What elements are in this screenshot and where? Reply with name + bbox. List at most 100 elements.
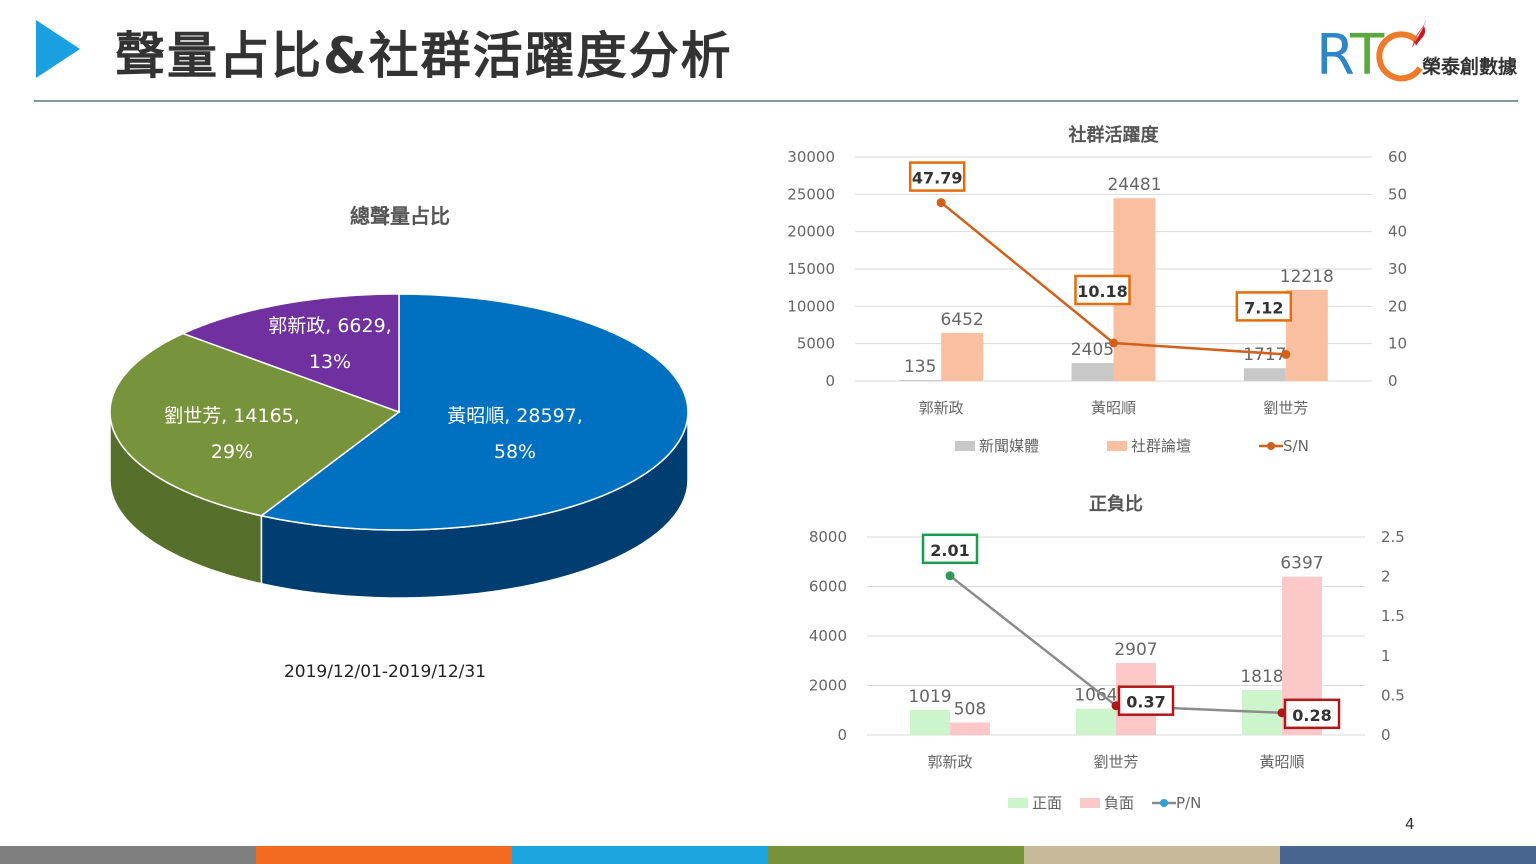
pie-label-name: 黃昭順, 28597, [447,405,583,427]
left-axis-tick: 15000 [787,260,835,278]
footer-segment [1280,846,1536,864]
footer-segment [512,846,768,864]
bar-value-label: 1717 [1243,345,1286,365]
pie-label-liu: 劉世芳, 14165, 29% [112,398,352,470]
right-axis-tick: 50 [1388,185,1407,203]
bar-value-label: 1019 [908,687,951,707]
bar-value-label: 508 [954,699,986,719]
bar-正面 [910,709,950,735]
logo-letter-c [1376,31,1423,82]
right-axis-tick: 60 [1388,148,1407,166]
footer-segment [0,846,256,864]
legend-swatch [955,441,975,451]
bar-負面 [950,722,990,735]
line-value-label: 7.12 [1244,298,1283,317]
legend-label: 新聞媒體 [979,437,1039,455]
right-axis-tick: 2.5 [1381,528,1405,546]
line-value-label: 47.79 [912,169,963,188]
category-label: 郭新政 [919,399,964,417]
bar-value-label: 135 [904,357,936,377]
category-label: 黃昭順 [1259,753,1304,771]
date-range: 2019/12/01-2019/12/31 [283,662,487,682]
left-axis-tick: 5000 [797,335,835,353]
logo-subtitle: 榮泰創數據 [1422,56,1518,78]
left-axis-tick: 30000 [787,148,835,166]
title-arrow-icon [36,20,80,78]
left-axis-tick: 0 [837,726,847,744]
line-value-box [1074,274,1131,306]
pie-label-huang: 黃昭順, 28597, 58% [395,398,635,470]
pie-label-name: 劉世芳, 14165, [164,405,300,427]
chart-title: 社群活躍度 [1069,124,1160,146]
left-axis-tick: 6000 [809,578,847,596]
social-activity-chart: 社群活躍度 0 5000 10000 15000 20000 25000 30000 0 10 20… [787,124,1407,455]
rtc-logo: R T [1316,20,1426,82]
sentiment-ratio-chart: 正負比 0 2000 4000 6000 8000 0 0.5 1 1.5 2 2.5 郭新政 劉世芳 黃昭… [809,493,1405,812]
legend-marker [1160,799,1168,807]
page-number: 4 [1405,815,1415,833]
footer-segment [1024,846,1280,864]
bar-社群論壇 [941,332,984,381]
legend-swatch [1107,441,1127,451]
line-point [1109,338,1118,348]
category-label: 郭新政 [927,753,972,771]
pie-label-percent: 13% [308,351,352,373]
line-value-label: 10.18 [1077,282,1128,301]
left-axis-tick: 0 [825,372,835,390]
line-value-box [1283,698,1341,730]
line-value-label: 0.28 [1292,706,1331,725]
legend-marker [1267,442,1275,450]
footer-segment [768,846,1024,864]
bar-value-label: 6397 [1280,554,1323,574]
line-value-box [1117,685,1175,716]
title-divider [34,100,1518,102]
right-axis-tick: 0 [1381,726,1391,744]
footer-color-bar [0,846,1536,864]
line-value-label: 0.37 [1126,693,1165,712]
right-axis-tick: 40 [1388,223,1407,241]
footer-segment [256,846,512,864]
pie-slice [109,332,401,517]
legend-swatch [1008,798,1028,808]
left-axis-tick: 20000 [787,223,835,241]
category-label: 劉世芳 [1093,753,1138,771]
right-axis-tick: 1 [1381,647,1391,665]
chart-title: 正負比 [1089,493,1143,515]
bar-value-label: 12218 [1280,267,1334,287]
right-axis-tick: 0.5 [1381,686,1405,704]
bar-value-label: 1064 [1074,686,1117,706]
line-point [945,571,955,581]
pie-slice [259,293,689,531]
legend-label: S/N [1283,437,1309,455]
left-axis-tick: 10000 [787,297,835,315]
bar-社群論壇 [1285,289,1328,381]
legend-label: 正面 [1032,794,1062,812]
left-axis-tick: 2000 [809,677,847,695]
right-axis-tick: 0 [1388,372,1398,390]
pie-chart [109,293,689,599]
bar-value-label: 2907 [1114,640,1157,660]
bar-value-label: 1818 [1240,667,1283,687]
right-axis-tick: 20 [1388,297,1407,315]
bar-新聞媒體 [1071,363,1114,381]
bar-value-label: 2405 [1071,340,1114,360]
pie-label-percent: 58% [493,441,537,463]
legend-label: P/N [1176,794,1201,812]
bar-value-label: 24481 [1107,175,1161,195]
right-axis-tick: 1.5 [1381,607,1405,625]
right-axis-tick: 30 [1388,260,1407,278]
right-axis-tick: 2 [1381,568,1391,586]
left-axis-tick: 8000 [809,528,847,546]
line-value-box [921,533,979,565]
line-point [936,198,946,208]
left-axis-tick: 4000 [809,627,847,645]
pie-chart-title: 總聲量占比 [350,204,450,228]
line-value-box [908,161,966,192]
pie-slice [181,293,400,414]
pie-label-percent: 29% [210,441,254,463]
logo-flame-icon [1412,20,1426,48]
line-point [1281,349,1291,359]
line-value-label: 2.01 [930,541,969,560]
bar-新聞媒體 [1243,368,1286,381]
bar-正面 [1076,708,1116,735]
